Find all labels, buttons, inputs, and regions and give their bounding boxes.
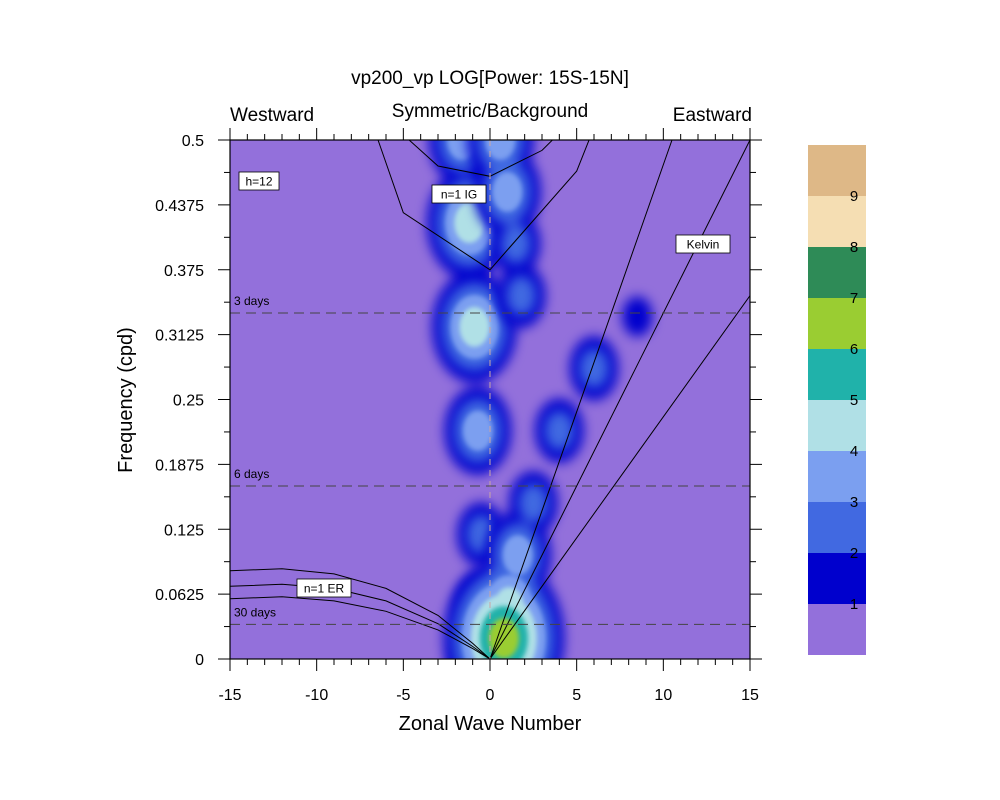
colorbar-swatch-4	[808, 400, 866, 451]
ig-dispersion-curve-0	[377, 140, 590, 271]
er-dispersion-curve-0	[230, 568, 491, 659]
chart-title: vp200_vp LOG[Power: 15S-15N]	[351, 68, 629, 89]
x-tick-label: -10	[305, 687, 328, 704]
subtitle-westward: Westward	[230, 105, 314, 126]
kelvin-dispersion-line-1	[489, 140, 673, 659]
dispersion-curves	[230, 140, 750, 659]
colorbar-swatch-0	[808, 604, 866, 655]
period-label-2: 30 days	[234, 605, 276, 619]
x-tick-label: 10	[654, 687, 672, 704]
x-axis-title: Zonal Wave Number	[399, 713, 582, 735]
y-tick-label: 0.1875	[155, 457, 204, 474]
plot-area: 3 days 6 days 30 days h=12 n=1 IG Kelvin n=1 E…	[229, 139, 751, 660]
kelvin-dispersion-line-0	[489, 140, 750, 659]
colorbar: 1 2 3 4 5 6 7 8 9	[808, 145, 866, 655]
er-dispersion-curve-2	[230, 596, 491, 659]
contour-blob	[506, 275, 537, 316]
er-dispersion-curve-1	[230, 583, 491, 659]
y-tick-label: 0.5	[182, 133, 204, 150]
subtitle-eastward: Eastward	[673, 105, 752, 126]
dispersion-label-3: n=1 ER	[304, 582, 345, 596]
subtitle-symmetric: Symmetric/Background	[392, 101, 588, 122]
colorbar-level-label: 1	[850, 596, 858, 613]
contour-blob	[454, 203, 485, 244]
dispersion-labels: 3 days 6 days 30 days h=12 n=1 IG Kelvin n=1 E…	[234, 171, 731, 619]
colorbar-level-label: 9	[850, 188, 858, 205]
colorbar-level-label: 7	[850, 290, 858, 307]
colorbar-swatch-3	[808, 451, 866, 502]
dispersion-label-box-3	[296, 578, 352, 598]
contour-blob	[622, 296, 653, 337]
x-tick-label: -5	[396, 687, 410, 704]
period-label-0: 3 days	[234, 294, 269, 308]
contour-blob	[462, 410, 493, 451]
colorbar-level-label: 2	[850, 545, 858, 562]
contour-blob	[518, 483, 549, 524]
y-tick-label: 0.25	[173, 393, 204, 410]
contour-blob	[488, 618, 519, 659]
contour-level-3-feature-2	[485, 140, 523, 212]
colorbar-level-label: 4	[850, 443, 858, 460]
contour-level-4-feature-0	[454, 203, 490, 347]
dispersion-label-0: h=12	[245, 175, 272, 189]
contour-blob	[485, 140, 516, 160]
colorbar-level-label: 3	[850, 494, 858, 511]
dispersion-label-box-2	[675, 234, 731, 254]
y-tick-label: 0.0625	[155, 587, 204, 604]
colorbar-swatch-8	[808, 196, 866, 247]
contour-blob	[579, 348, 609, 389]
period-label-1: 6 days	[234, 467, 269, 481]
contour-blob	[459, 306, 490, 347]
dispersion-label-box-0	[238, 171, 280, 191]
contour-level-6-feature-1	[488, 618, 519, 659]
colorbar-swatch-5	[808, 349, 866, 400]
x-tick-label: -15	[218, 687, 241, 704]
colorbar-swatch-2	[808, 502, 866, 553]
y-axis-title: Frequency (cpd)	[115, 327, 137, 473]
y-tick-label: 0	[195, 652, 204, 669]
x-tick-label: 5	[572, 687, 581, 704]
dispersion-label-box-1	[431, 184, 487, 204]
colorbar-level-label: 5	[850, 392, 858, 409]
axis-ticks: -15 -10 -5 0 5 10 15 0 0.0625 0.125 0.1875 0.25 0.31…	[155, 128, 762, 704]
contour-blob	[492, 171, 523, 212]
colorbar-level-label: 8	[850, 239, 858, 256]
kelvin-dispersion-line-2	[489, 295, 750, 659]
contour-blob	[501, 223, 531, 264]
colorbar-swatch-1	[808, 553, 866, 604]
colorbar-swatch-9	[808, 145, 866, 196]
x-tick-label: 0	[486, 687, 495, 704]
y-tick-label: 0.375	[164, 263, 204, 280]
y-tick-label: 0.3125	[155, 328, 204, 345]
colorbar-level-label: 6	[850, 341, 858, 358]
colorbar-swatch-7	[808, 247, 866, 298]
contour-blob	[502, 535, 533, 576]
period-lines	[230, 312, 750, 625]
y-tick-label: 0.4375	[155, 198, 204, 215]
x-tick-label: 15	[741, 687, 759, 704]
colorbar-swatch-6	[808, 298, 866, 349]
y-tick-label: 0.125	[164, 522, 204, 539]
dispersion-label-2: Kelvin	[687, 238, 720, 252]
dispersion-label-1: n=1 IG	[441, 188, 477, 202]
